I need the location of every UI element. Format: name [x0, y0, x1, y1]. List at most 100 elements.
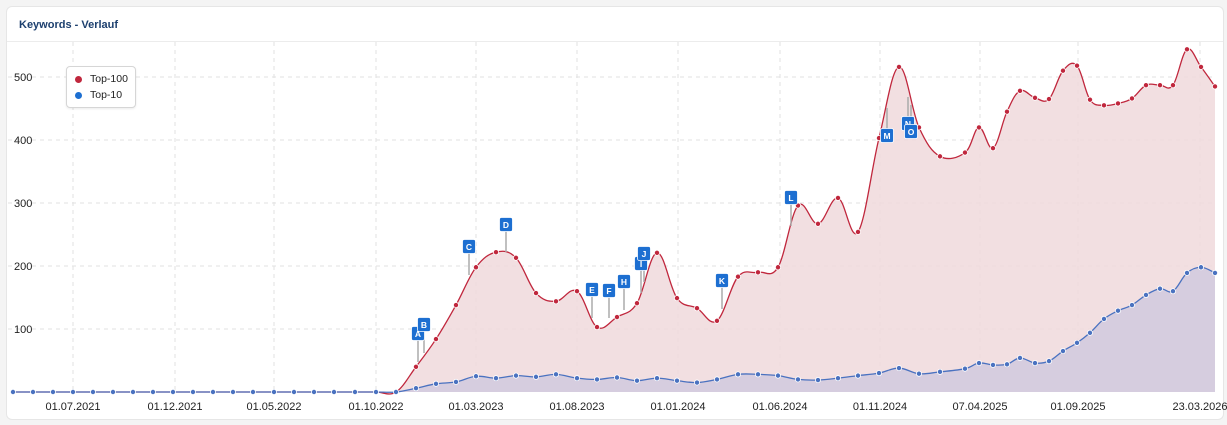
data-point[interactable]	[169, 388, 176, 395]
data-point[interactable]	[1074, 62, 1081, 69]
data-point[interactable]	[351, 388, 358, 395]
data-point[interactable]	[1129, 95, 1136, 102]
data-point[interactable]	[70, 388, 77, 395]
data-point[interactable]	[432, 380, 439, 387]
data-point[interactable]	[916, 370, 923, 377]
data-point[interactable]	[1143, 82, 1150, 89]
data-point[interactable]	[775, 372, 782, 379]
data-point[interactable]	[270, 388, 277, 395]
data-point[interactable]	[472, 264, 479, 271]
data-point[interactable]	[412, 385, 419, 392]
data-point[interactable]	[392, 388, 399, 395]
data-point[interactable]	[634, 300, 641, 307]
data-point[interactable]	[90, 388, 97, 395]
annotation-flag-m[interactable]: M	[880, 128, 894, 143]
legend-item-top-10[interactable]: Top-10	[75, 88, 122, 102]
annotation-flag-c[interactable]: C	[462, 239, 476, 254]
data-point[interactable]	[1060, 67, 1067, 74]
data-point[interactable]	[1115, 307, 1122, 314]
data-point[interactable]	[1198, 264, 1205, 271]
data-point[interactable]	[209, 388, 216, 395]
annotation-flag-h[interactable]: H	[617, 274, 631, 289]
data-point[interactable]	[1184, 269, 1191, 276]
data-point[interactable]	[1184, 46, 1191, 53]
data-point[interactable]	[1212, 269, 1219, 276]
data-point[interactable]	[492, 249, 499, 256]
data-point[interactable]	[290, 388, 297, 395]
data-point[interactable]	[432, 336, 439, 343]
data-point[interactable]	[472, 373, 479, 380]
data-point[interactable]	[330, 388, 337, 395]
data-point[interactable]	[755, 371, 762, 378]
data-point[interactable]	[1170, 288, 1177, 295]
data-point[interactable]	[1212, 83, 1219, 90]
data-point[interactable]	[189, 388, 196, 395]
data-point[interactable]	[9, 388, 16, 395]
data-point[interactable]	[614, 374, 621, 381]
data-point[interactable]	[452, 378, 459, 385]
data-point[interactable]	[962, 149, 969, 156]
data-point[interactable]	[1157, 82, 1164, 89]
data-point[interactable]	[775, 264, 782, 271]
data-point[interactable]	[533, 290, 540, 297]
annotation-flag-o[interactable]: O	[904, 124, 918, 139]
data-point[interactable]	[594, 376, 601, 383]
data-point[interactable]	[574, 375, 581, 382]
data-point[interactable]	[714, 317, 721, 324]
data-point[interactable]	[574, 288, 581, 295]
data-point[interactable]	[1087, 96, 1094, 103]
data-point[interactable]	[735, 371, 742, 378]
data-point[interactable]	[412, 363, 419, 370]
data-point[interactable]	[694, 379, 701, 386]
data-point[interactable]	[1143, 291, 1150, 298]
data-point[interactable]	[1170, 82, 1177, 89]
data-point[interactable]	[815, 220, 822, 227]
data-point[interactable]	[533, 373, 540, 380]
data-point[interactable]	[452, 302, 459, 309]
data-point[interactable]	[553, 298, 560, 305]
annotation-flag-e[interactable]: E	[585, 282, 599, 297]
data-point[interactable]	[1004, 108, 1011, 115]
data-point[interactable]	[755, 269, 762, 276]
annotation-flag-l[interactable]: L	[784, 190, 798, 205]
data-point[interactable]	[815, 377, 822, 384]
data-point[interactable]	[976, 360, 983, 367]
annotation-flag-j[interactable]: J	[637, 246, 651, 261]
data-point[interactable]	[1157, 285, 1164, 292]
data-point[interactable]	[654, 249, 661, 256]
data-point[interactable]	[835, 194, 842, 201]
data-point[interactable]	[1060, 348, 1067, 355]
data-point[interactable]	[876, 370, 883, 377]
data-point[interactable]	[1129, 302, 1136, 309]
data-point[interactable]	[855, 228, 862, 235]
data-point[interactable]	[990, 361, 997, 368]
data-point[interactable]	[976, 124, 983, 131]
data-point[interactable]	[855, 372, 862, 379]
data-point[interactable]	[513, 254, 520, 261]
data-point[interactable]	[990, 145, 997, 152]
data-point[interactable]	[937, 368, 944, 375]
data-point[interactable]	[1046, 96, 1053, 103]
data-point[interactable]	[896, 63, 903, 70]
annotation-flag-f[interactable]: F	[602, 283, 616, 298]
data-point[interactable]	[614, 314, 621, 321]
data-point[interactable]	[835, 375, 842, 382]
data-point[interactable]	[795, 376, 802, 383]
data-point[interactable]	[1046, 358, 1053, 365]
data-point[interactable]	[937, 153, 944, 160]
data-point[interactable]	[372, 388, 379, 395]
data-point[interactable]	[1017, 354, 1024, 361]
data-point[interactable]	[1115, 100, 1122, 107]
legend-item-top-100[interactable]: Top-100	[75, 72, 128, 86]
data-point[interactable]	[1004, 361, 1011, 368]
data-point[interactable]	[50, 388, 57, 395]
data-point[interactable]	[310, 388, 317, 395]
data-point[interactable]	[1074, 339, 1081, 346]
data-point[interactable]	[492, 375, 499, 382]
data-point[interactable]	[1101, 102, 1108, 109]
data-point[interactable]	[1032, 94, 1039, 101]
data-point[interactable]	[249, 388, 256, 395]
data-point[interactable]	[513, 372, 520, 379]
data-point[interactable]	[694, 305, 701, 312]
data-point[interactable]	[110, 388, 117, 395]
